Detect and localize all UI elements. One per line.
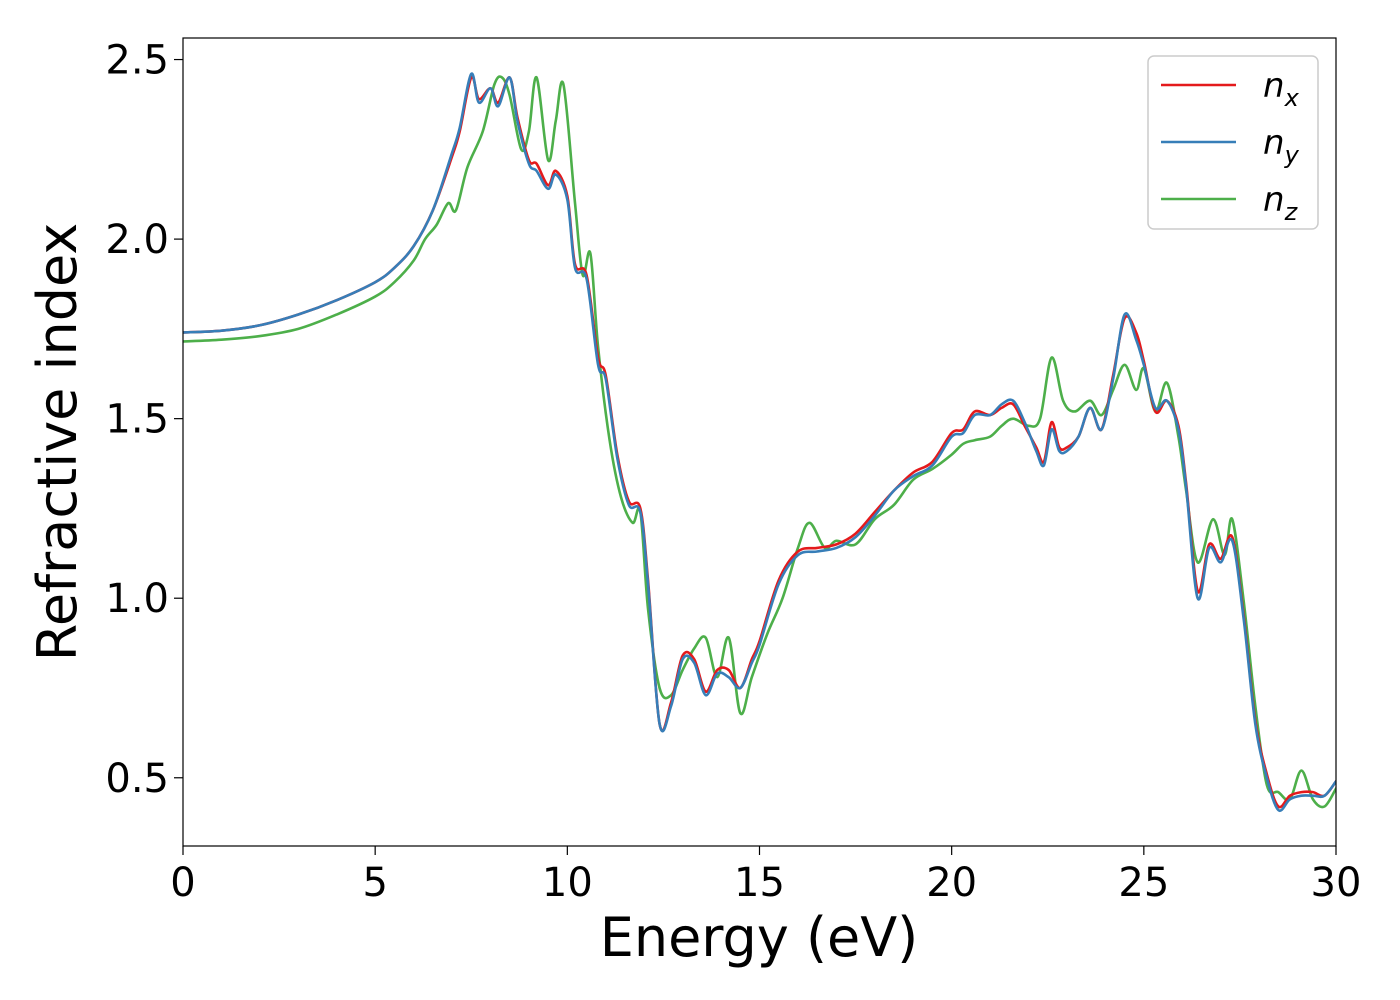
y-tick-label: 2.5 <box>105 38 169 84</box>
y-tick-label: 1.0 <box>105 576 169 622</box>
x-tick-label: 30 <box>1311 860 1362 906</box>
x-tick-label: 5 <box>362 860 387 906</box>
y-tick-label: 0.5 <box>105 756 169 802</box>
series-layer <box>183 72 1336 813</box>
y-tick-label: 1.5 <box>105 397 169 443</box>
x-axis-label: Energy (eV) <box>600 906 919 969</box>
x-tick-label: 20 <box>926 860 977 906</box>
x-tick-label: 15 <box>734 860 785 906</box>
y-axis-label: Refractive index <box>26 223 89 662</box>
x-axis: 0 5 10 15 20 25 30 <box>170 846 1361 906</box>
legend-label-ny: ny <box>1263 123 1300 169</box>
y-tick-label: 2.0 <box>105 217 169 263</box>
series-line-nz <box>183 75 1336 809</box>
x-tick-label: 10 <box>542 860 593 906</box>
legend-label-nz: nz <box>1263 180 1299 226</box>
y-axis: 0.5 1.0 1.5 2.0 2.5 <box>105 38 183 802</box>
x-tick-label: 0 <box>170 860 195 906</box>
series-line-ny <box>183 72 1336 813</box>
x-tick-label: 25 <box>1118 860 1169 906</box>
legend: nx ny nz <box>1147 55 1319 230</box>
legend-label-nx: nx <box>1263 66 1300 112</box>
